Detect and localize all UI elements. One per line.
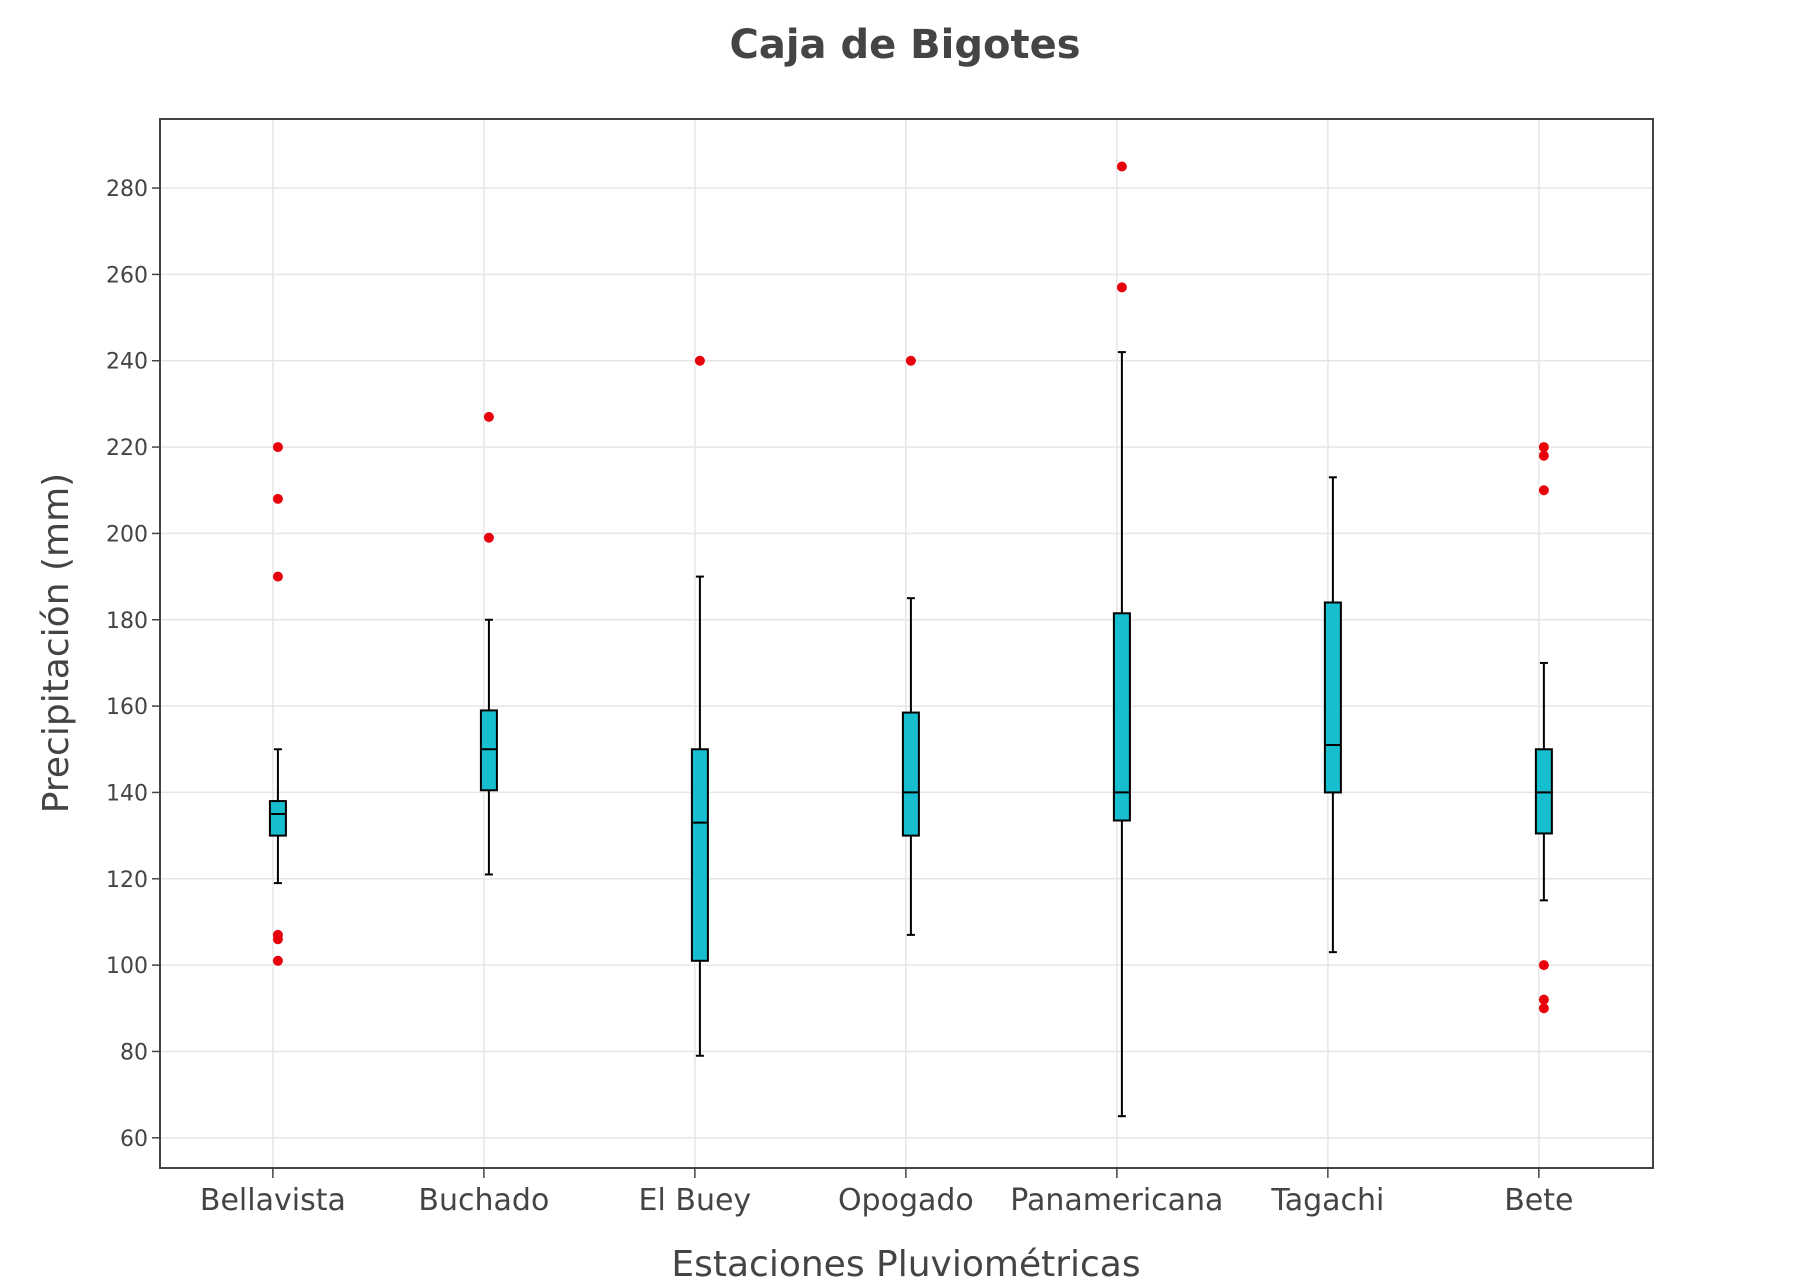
chart-title: Caja de Bigotes (729, 22, 1080, 68)
iqr-box (268, 800, 287, 837)
outlier-point (1538, 442, 1549, 453)
box-opogado (901, 355, 920, 936)
y-axis-ticks: 60 80 100 120 140 160 180 200 220 240 260 280 (106, 177, 160, 1152)
box-tagachi (1323, 476, 1342, 954)
y-axis-label: Precipitación (mm) (36, 473, 77, 813)
x-tick-label: Panamericana (1010, 1183, 1223, 1218)
iqr-box (1534, 748, 1553, 835)
box-bellavista (268, 442, 287, 966)
x-axis-label: Estaciones Pluviométricas (671, 1244, 1140, 1284)
outlier-point (905, 355, 916, 366)
x-tick-label: Tagachi (1270, 1183, 1384, 1218)
x-tick-label: Buchado (418, 1183, 549, 1218)
x-tick-label: El Buey (639, 1183, 752, 1218)
y-tick-label: 220 (106, 436, 148, 461)
outlier-point (272, 955, 283, 966)
x-tick-label: Bellavista (200, 1183, 346, 1218)
y-tick-label: 280 (106, 177, 148, 202)
outlier-point (1538, 485, 1549, 496)
y-tick-label: 180 (106, 609, 148, 634)
outlier-point (694, 355, 705, 366)
box-bete (1534, 442, 1553, 1014)
outlier-point (1538, 1003, 1549, 1014)
outlier-point (1116, 161, 1127, 172)
grid-lines (160, 119, 1653, 1168)
outlier-point (272, 571, 283, 582)
iqr-box (1112, 612, 1131, 822)
boxes-layer (268, 161, 1553, 1118)
box-buchado (479, 411, 498, 876)
outlier-point (1538, 450, 1549, 461)
outlier-point (272, 934, 283, 945)
outlier-point (1538, 994, 1549, 1005)
y-tick-label: 140 (106, 781, 148, 806)
y-tick-label: 160 (106, 695, 148, 720)
box-panamericana (1112, 161, 1131, 1118)
y-tick-label: 100 (106, 954, 148, 979)
outlier-point (483, 411, 494, 422)
x-tick-label: Bete (1504, 1183, 1573, 1218)
iqr-box (690, 748, 709, 962)
y-tick-label: 80 (120, 1040, 148, 1065)
outlier-point (1116, 282, 1127, 293)
x-tick-label: Opogado (838, 1183, 974, 1218)
y-tick-label: 60 (120, 1127, 148, 1152)
iqr-box (1323, 601, 1342, 794)
outlier-point (483, 532, 494, 543)
outlier-point (272, 493, 283, 504)
y-tick-label: 120 (106, 868, 148, 893)
y-tick-label: 260 (106, 263, 148, 288)
outlier-point (272, 442, 283, 453)
outlier-point (1538, 960, 1549, 971)
x-axis-ticks: Bellavista Buchado El Buey Opogado Panameric… (200, 1168, 1573, 1218)
iqr-box (479, 709, 498, 792)
y-tick-label: 200 (106, 522, 148, 547)
box-el-buey (690, 355, 709, 1057)
iqr-box (901, 711, 920, 837)
y-tick-label: 240 (106, 350, 148, 375)
